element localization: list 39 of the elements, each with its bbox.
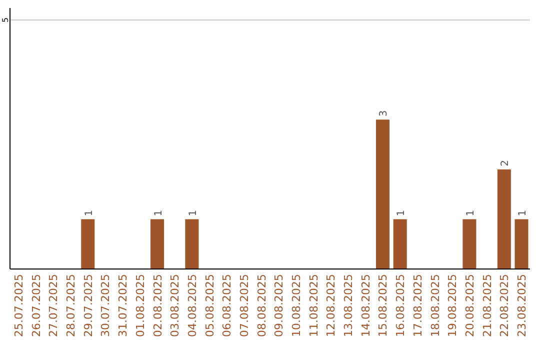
x-tick-label: 08.08.2025 — [255, 274, 268, 337]
x-tick-label: 12.08.2025 — [324, 274, 338, 337]
x-tick-label: 16.08.2025 — [394, 274, 408, 337]
y-tick-label: 5 — [1, 17, 10, 23]
data-label: 3 — [378, 110, 390, 117]
x-tick-label: 22.08.2025 — [498, 274, 512, 337]
x-tick-label: 13.08.2025 — [342, 274, 356, 337]
x-tick-label: 17.08.2025 — [411, 274, 424, 337]
x-tick-label: 25.07.2025 — [12, 274, 26, 337]
x-tick-label: 30.07.2025 — [99, 274, 112, 337]
data-label: 1 — [84, 210, 95, 216]
x-tick-label: 19.08.2025 — [446, 274, 460, 337]
x-tick-label: 27.07.2025 — [47, 274, 60, 337]
x-tick-label: 28.07.2025 — [64, 274, 78, 337]
x-tick-label: 03.08.2025 — [168, 274, 182, 337]
x-tick-label: 10.08.2025 — [290, 274, 304, 337]
x-tick-label: 06.08.2025 — [220, 274, 234, 337]
data-label: 1 — [396, 210, 408, 216]
data-label: 1 — [518, 210, 528, 216]
x-tick-label: 04.08.2025 — [186, 274, 199, 337]
x-tick-label: 23.08.2025 — [516, 274, 528, 337]
data-label: 1 — [465, 210, 476, 216]
data-label: 2 — [500, 160, 512, 166]
x-tick-label: 07.08.2025 — [238, 274, 251, 337]
x-tick-label: 21.08.2025 — [480, 274, 494, 337]
x-tick-label: 20.08.2025 — [463, 274, 476, 337]
x-tick-label: 15.08.2025 — [376, 274, 390, 337]
x-tick-label: 05.08.2025 — [203, 274, 216, 337]
x-tick-label: 11.08.2025 — [307, 274, 320, 337]
x-tick-label: 01.08.2025 — [134, 274, 147, 337]
x-tick-label: 26.07.2025 — [30, 274, 43, 337]
x-tick-label: 31.07.2025 — [116, 274, 130, 337]
data-label: 1 — [153, 210, 164, 216]
x-tick-label: 09.08.2025 — [272, 274, 286, 337]
data-label: 1 — [188, 210, 199, 216]
x-tick-label: 18.08.2025 — [428, 274, 442, 337]
x-tick-label: 14.08.2025 — [359, 274, 372, 337]
x-tick-label: 02.08.2025 — [151, 274, 164, 337]
x-tick-label: 29.07.2025 — [82, 274, 95, 337]
